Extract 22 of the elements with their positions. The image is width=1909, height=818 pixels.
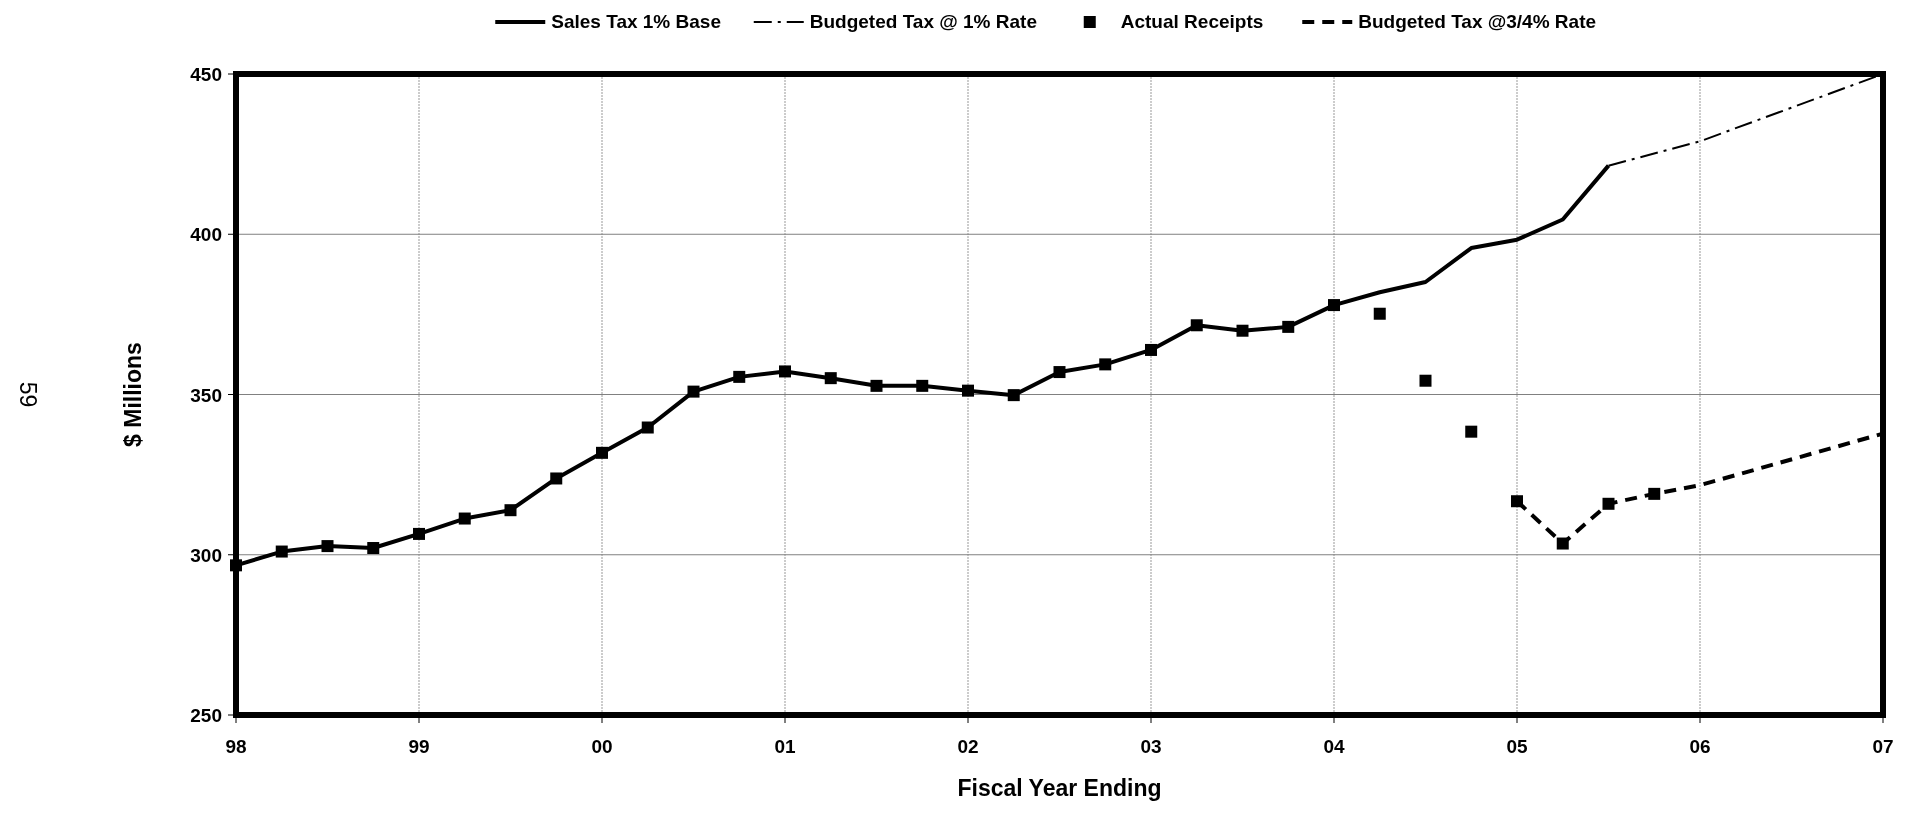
x-tick-label: 02 [957, 736, 979, 757]
x-tick-label: 01 [774, 736, 796, 757]
y-tick-label: 350 [190, 384, 222, 406]
legend-label: Budgeted Tax @3/4% Rate [1358, 11, 1597, 32]
x-tick-label: 03 [1140, 736, 1162, 757]
x-tick-label: 06 [1689, 736, 1711, 757]
text: 59 [15, 381, 41, 408]
y-tick-label: 250 [190, 705, 222, 726]
x-axis-title: Fiscal Year Ending [957, 775, 1162, 801]
x-tick-label: 00 [591, 736, 613, 757]
legend-label: Sales Tax 1% Base [551, 11, 721, 32]
legend-label: Actual Receipts [1120, 11, 1264, 32]
x-tick-label: 04 [1323, 736, 1345, 757]
x-tick-label: 99 [408, 736, 430, 757]
x-tick-label: 07 [1872, 736, 1894, 757]
legend-label: Budgeted Tax @ 1% Rate [809, 11, 1037, 32]
x-tick-label: 05 [1506, 736, 1528, 757]
y-tick-label: 400 [190, 224, 222, 246]
x-tick-label: 98 [225, 736, 247, 757]
y-tick-label: 300 [190, 544, 222, 566]
y-axis-title: $ Millions [120, 342, 146, 447]
y-tick-label: 450 [190, 64, 222, 85]
